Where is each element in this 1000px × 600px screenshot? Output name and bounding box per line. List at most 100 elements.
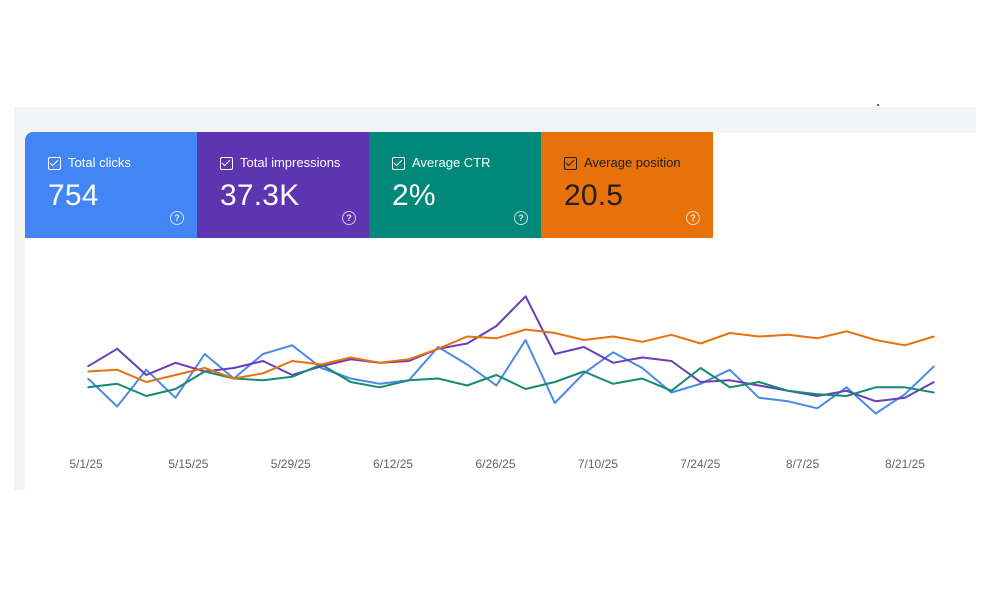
panel-dot [877,104,879,106]
data-point [670,334,673,336]
data-point [874,400,877,403]
data-point [729,332,731,334]
data-point [845,390,848,392]
checkbox-checked-icon[interactable] [564,156,577,170]
data-point [524,388,527,390]
data-point [524,339,527,341]
x-tick-label: 5/29/25 [271,457,311,471]
data-point [349,356,352,359]
data-point [524,295,527,298]
data-point [554,381,556,383]
data-point [495,384,498,387]
checkbox-checked-icon[interactable] [48,156,61,170]
data-point [670,391,673,394]
data-point [816,393,819,396]
x-tick-label: 6/12/25 [373,457,413,471]
series-average-position [87,328,935,383]
metric-card-average-position[interactable]: Average position 20.5 ? [541,132,713,238]
data-point [612,351,614,354]
data-point [904,344,906,347]
data-point [583,370,585,373]
metric-card-total-impressions[interactable]: Total impressions 37.3K ? [197,132,369,238]
help-icon[interactable]: ? [342,211,356,225]
data-point [466,342,469,345]
data-point [583,339,585,341]
data-point [291,360,294,362]
data-point [437,377,439,380]
data-point [612,383,614,385]
data-point [116,348,118,350]
series-average-ctr [87,363,935,397]
series-line [87,328,935,383]
data-point [262,360,264,362]
data-point [378,362,381,364]
data-point [816,407,819,410]
series-total-impressions [87,295,935,403]
metric-label: Average CTR [412,155,491,170]
data-point [641,356,644,359]
data-point [612,362,614,364]
data-point [203,367,206,369]
series-line [87,363,935,397]
data-point [174,397,177,399]
data-point [554,353,556,355]
series-line [87,295,935,403]
data-point [670,390,673,392]
metric-card-total-clicks[interactable]: Total clicks 754 ? [25,132,197,238]
x-tick-label: 7/10/25 [578,457,618,471]
x-tick-label: 8/7/25 [786,457,820,471]
metric-label: Total impressions [240,155,341,170]
data-point [787,334,789,336]
data-point [145,369,148,371]
metric-label: Total clicks [68,155,131,170]
data-point [291,376,294,378]
data-point [203,353,206,355]
data-point [145,374,148,376]
help-icon[interactable]: ? [514,211,528,225]
data-point [845,330,848,333]
data-point [933,365,935,368]
data-point [904,393,906,396]
data-point [87,370,89,373]
data-point [641,377,644,380]
data-point [466,335,469,338]
data-point [203,370,206,373]
data-point [87,377,89,380]
data-point [874,339,877,341]
data-point [933,381,935,383]
data-point [787,400,789,403]
data-point [641,367,644,369]
series-line [87,339,935,415]
data-point [845,386,848,389]
data-point [378,386,381,389]
x-tick-label: 5/15/25 [168,457,208,471]
data-point [612,335,614,338]
data-point [320,363,323,366]
data-point [729,379,731,382]
metric-card-average-ctr[interactable]: Average CTR 2% ? [369,132,541,238]
data-point [729,386,731,389]
x-tick-label: 6/26/25 [475,457,515,471]
checkbox-checked-icon[interactable] [392,156,405,170]
help-icon[interactable]: ? [170,211,184,225]
metric-value: 37.3K [220,179,300,212]
data-point [291,344,294,347]
data-point [437,348,439,350]
data-point [874,386,877,389]
data-point [466,384,469,387]
data-point [291,374,294,376]
data-point [408,379,410,382]
data-point [174,374,177,376]
checkbox-checked-icon[interactable] [220,156,233,170]
data-point [904,397,906,399]
data-point [699,367,702,369]
data-point [787,390,789,392]
data-point [758,335,760,338]
data-point [495,337,498,340]
help-icon[interactable]: ? [686,211,700,225]
data-point [845,395,848,397]
data-point [699,381,702,383]
series-total-clicks [87,339,935,415]
metric-label: Average position [584,155,681,170]
